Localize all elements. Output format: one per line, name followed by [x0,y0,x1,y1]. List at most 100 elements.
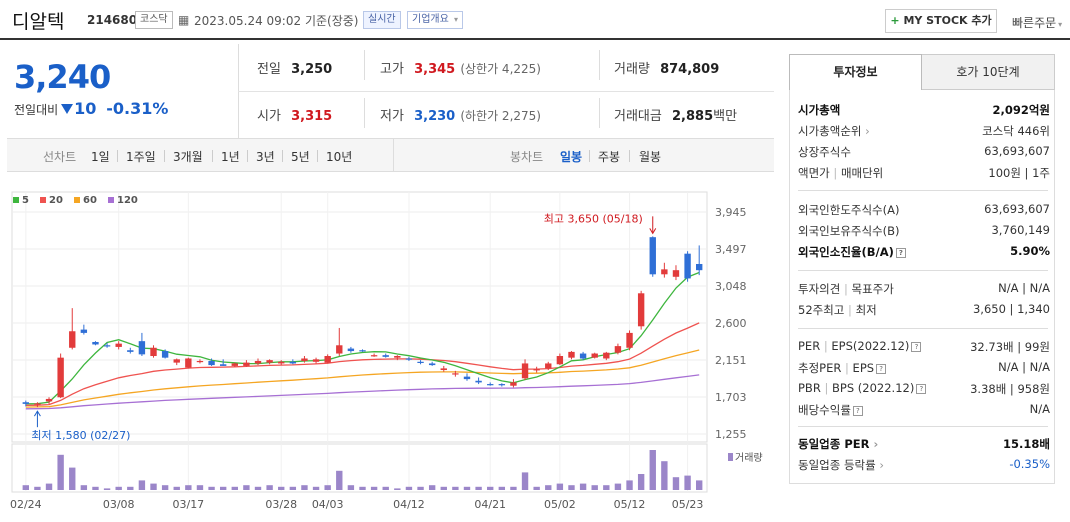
volume-bar [359,486,366,490]
candle [150,347,157,357]
volume-bar [498,486,506,490]
candle [394,356,401,358]
add-mystock-button[interactable]: + MY STOCK 추가 [885,9,997,33]
volume-bar [603,485,610,490]
period-1d[interactable]: 1일 [91,150,110,164]
candle [161,351,169,358]
period-3m[interactable]: 3개월 [173,150,203,164]
info-row-value: 32.73배 | 99원 [970,340,1050,354]
stock-code: 214680 [87,13,138,27]
volume-bar [34,486,41,490]
candle [138,341,146,355]
volume-bar [57,454,64,490]
ma-line-5 [25,271,700,405]
candle [614,346,622,353]
period-1w[interactable]: 1주일 [126,150,156,164]
volume-bar [637,474,645,490]
candle [533,369,540,371]
info-row: 외국인한도주식수(A) 63,693,607 [798,202,1050,222]
volume-bar [324,485,331,490]
legend-label: 20 [49,195,63,206]
help-icon[interactable]: ? [895,247,906,258]
volume-bar [161,485,169,490]
down-arrow-icon [61,104,74,114]
help-icon[interactable]: ? [876,363,887,374]
realtime-badge[interactable]: 실시간 [363,11,401,29]
period-10y[interactable]: 10년 [326,150,353,164]
info-row-label: 추정PER | EPS? [798,360,887,376]
stock-header [0,0,1070,40]
candle [626,332,633,348]
legend-swatch [74,197,80,203]
candle [417,361,424,363]
info-row-value: N/A | N/A [998,360,1050,374]
candle [487,384,494,386]
period-weekly[interactable]: 주봉 [598,150,621,164]
candle [80,329,88,333]
candle [475,380,482,383]
quick-order-dropdown[interactable]: 빠른주문 ▾ [1012,16,1063,30]
candle [254,360,262,364]
volume-bar [452,486,459,490]
volume-bar [301,485,308,490]
volume-bar [405,486,413,490]
volume-bar [649,450,656,490]
info-row-value: 15.18배 [1003,437,1050,451]
volume-bar [266,485,273,490]
candle [243,362,250,366]
tab-investment-info[interactable]: 투자정보 [789,54,922,90]
help-icon[interactable]: ? [911,341,922,352]
chevron-right-icon[interactable]: › [869,437,879,451]
volume-area [11,443,708,493]
candle [452,373,459,375]
volume-bar [219,486,227,490]
volume-bar [626,480,633,490]
help-icon[interactable]: ? [916,383,927,394]
volume-bar [127,486,134,490]
tab-orderbook[interactable]: 호가 10단계 [922,54,1055,90]
current-price: 3,240 [14,58,111,96]
info-row: 시가총액순위 › 코스닥 446위 [798,123,1050,143]
chevron-right-icon[interactable]: › [861,124,870,138]
period-1y[interactable]: 1년 [221,150,240,164]
info-row-value: 3,760,149 [991,223,1050,237]
info-row: 추정PER | EPS? N/A | N/A [798,360,1050,380]
candle [278,361,285,364]
candle [173,359,180,363]
info-row-value: 3,650 | 1,340 [972,302,1050,316]
price-change: 전일대비 10 -0.31% [14,99,169,118]
legend-label: 120 [117,195,138,206]
plot-area [11,191,708,443]
period-monthly[interactable]: 월봉 [639,150,662,164]
volume: 거래량 874,809 [614,62,720,77]
candle [545,363,552,369]
volume-bar [243,485,250,490]
info-row-label: 외국인소진율(B/A)? [798,244,906,260]
y-tick-label: 1,703 [715,391,747,404]
period-5y[interactable]: 5년 [291,150,310,164]
info-row-value: 2,092억원 [992,103,1050,117]
info-row: 상장주식수 63,693,607 [798,144,1050,164]
day-high: 고가 3,345 (상한가 4,225) [380,62,541,77]
volume-bar [278,486,285,490]
candle [568,351,575,358]
chevron-right-icon[interactable]: › [875,458,884,472]
volume-bar [568,485,575,490]
line-chart-label: 선차트 [43,150,77,164]
info-row-value: 63,693,607 [984,144,1050,158]
info-row-label: 시가총액 [798,103,841,117]
help-icon[interactable]: ? [852,405,863,416]
info-row: 동일업종 등락률 › -0.35% [798,457,1050,477]
period-3y[interactable]: 3년 [256,150,275,164]
price-chart-svg[interactable]: 3,945 3,497 3,048 2,600 2,151 1,703 1,255 02/24… [7,172,774,518]
x-tick-label: 03/08 [103,498,135,511]
prev-close: 전일 3,250 [257,62,333,77]
candle [196,360,204,363]
candle [556,356,564,365]
price-chart[interactable]: 3,945 3,497 3,048 2,600 2,151 1,703 1,255 02/24… [7,172,774,518]
info-row: 52주최고 | 최저 3,650 | 1,340 [798,302,1050,322]
volume-bar [185,485,192,490]
period-daily[interactable]: 일봉 [560,150,583,164]
company-info-dropdown[interactable]: 기업개요 ▾ [407,11,464,29]
